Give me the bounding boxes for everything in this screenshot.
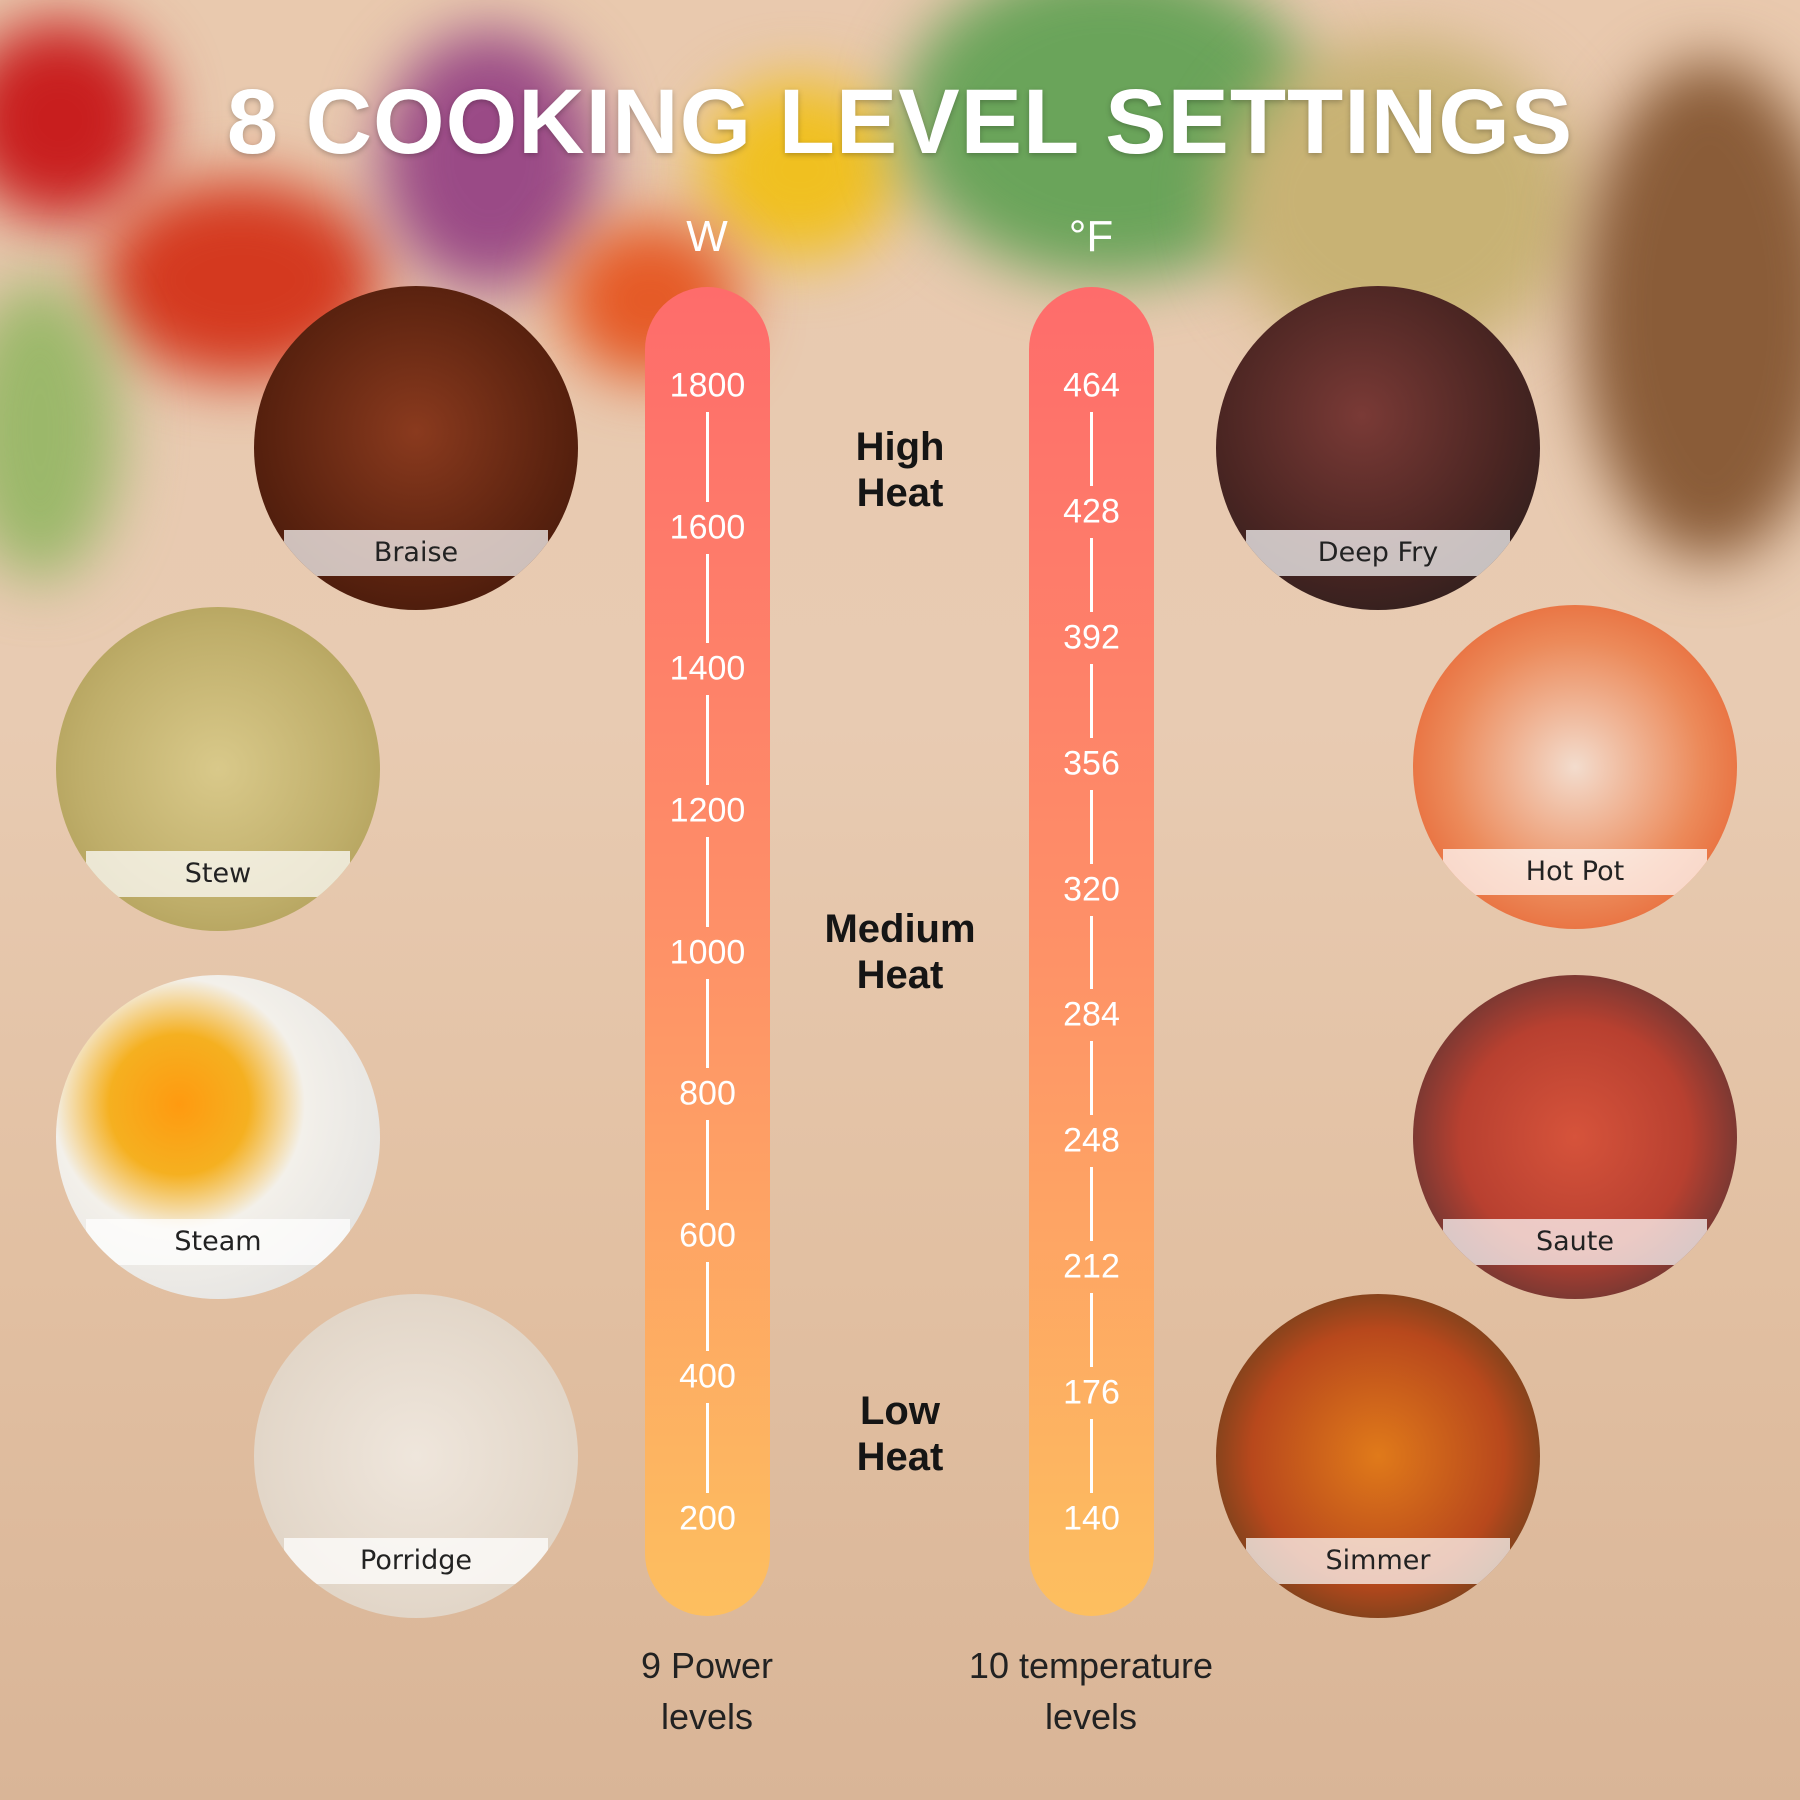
mode-label: Porridge	[284, 1538, 548, 1584]
mode-label: Stew	[86, 851, 350, 897]
simmer-photo: Simmer	[1216, 1294, 1540, 1618]
scale-divider	[1090, 1419, 1093, 1493]
low-heat-label: Low Heat	[780, 1388, 1020, 1480]
scale-tick-label: 200	[679, 1499, 736, 1538]
heat-line: Heat	[856, 953, 944, 997]
porridge-photo: Porridge	[254, 1294, 578, 1618]
scale-tick-label: 800	[679, 1074, 736, 1113]
stew-photo: Stew	[56, 607, 380, 931]
mode-label: Hot Pot	[1443, 849, 1707, 895]
scale-divider	[706, 1261, 709, 1352]
scale-divider	[706, 836, 709, 927]
hot-pot-photo: Hot Pot	[1413, 605, 1737, 929]
scale-divider	[706, 1403, 709, 1493]
scale-divider	[706, 695, 709, 785]
scale-divider	[1090, 537, 1093, 612]
scale-tick-label: 400	[679, 1357, 736, 1396]
scale-divider	[1090, 789, 1093, 864]
bg-mushrooms	[1580, 60, 1800, 560]
scale-tick-label: 600	[679, 1216, 736, 1255]
mode-label: Deep Fry	[1246, 530, 1510, 576]
power-levels-caption: 9 Power levels	[547, 1640, 867, 1742]
deep-fry-photo: Deep Fry	[1216, 286, 1540, 610]
scale-tick-label: 248	[1063, 1121, 1120, 1160]
scale-divider	[706, 1120, 709, 1210]
temperature-levels-caption: 10 temperature levels	[931, 1640, 1251, 1742]
bg-cabbage	[380, 30, 600, 290]
scale-tick-label: 320	[1063, 870, 1120, 909]
bg-pepper	[0, 20, 160, 220]
scale-divider	[706, 553, 709, 644]
heat-line: Heat	[856, 1435, 944, 1479]
scale-tick-label: 1400	[669, 649, 746, 688]
scale-tick-label: 428	[1063, 492, 1120, 531]
scale-tick-label: 1200	[669, 791, 746, 830]
steam-photo: Steam	[56, 975, 380, 1299]
scale-tick-label: 212	[1063, 1247, 1120, 1286]
high-heat-label: High Heat	[780, 424, 1020, 516]
scale-tick-label: 140	[1063, 1499, 1120, 1538]
scale-divider	[706, 978, 709, 1069]
scale-divider	[1090, 1041, 1093, 1116]
scale-divider	[1090, 915, 1093, 990]
scale-tick-label: 1000	[669, 933, 746, 971]
scale-tick-label: 284	[1063, 995, 1120, 1034]
mode-label: Steam	[86, 1219, 350, 1265]
mode-label: Saute	[1443, 1219, 1707, 1265]
bg-lemon	[700, 80, 900, 260]
power-unit: W	[686, 212, 728, 261]
braise-photo: Braise	[254, 286, 578, 610]
caption-line: levels	[1044, 1696, 1138, 1737]
scale-tick-label: 1800	[669, 366, 746, 405]
heat-line: Low	[860, 1389, 940, 1433]
scale-divider	[706, 412, 709, 502]
caption-line: levels	[660, 1696, 754, 1737]
heat-line: Heat	[856, 471, 944, 515]
saute-photo: Saute	[1413, 975, 1737, 1299]
temperature-scale-bar: 464 428 392 356 320 284 248 212 176 140	[1029, 287, 1154, 1616]
caption-line: 10 temperature	[968, 1645, 1214, 1686]
scale-tick-label: 392	[1063, 618, 1120, 657]
scale-tick-label: 464	[1063, 366, 1120, 405]
scale-divider	[1090, 663, 1093, 738]
bg-scallions	[0, 280, 120, 580]
scale-divider	[1090, 412, 1093, 486]
scale-tick-label: 176	[1063, 1373, 1120, 1412]
temperature-unit: °F	[1068, 212, 1114, 261]
page-title: 8 COOKING LEVEL SETTINGS	[226, 71, 1574, 173]
scale-divider	[1090, 1293, 1093, 1368]
power-scale-bar: 1800 1600 1400 1200 1000 800 600 400 200	[645, 287, 770, 1616]
scale-tick-label: 356	[1063, 744, 1120, 783]
heat-line: High	[855, 425, 945, 469]
scale-tick-label: 1600	[669, 508, 746, 547]
scale-divider	[1090, 1167, 1093, 1242]
heat-line: Medium	[824, 907, 976, 951]
mode-label: Simmer	[1246, 1538, 1510, 1584]
mode-label: Braise	[284, 530, 548, 576]
caption-line: 9 Power	[640, 1645, 774, 1686]
medium-heat-label: Medium Heat	[780, 906, 1020, 998]
